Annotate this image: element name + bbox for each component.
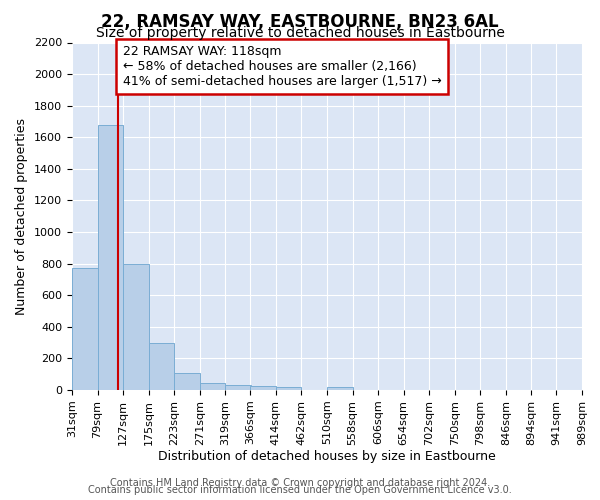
Bar xyxy=(98,124,123,390)
Bar xyxy=(72,268,98,390)
Bar xyxy=(250,386,276,390)
Bar xyxy=(327,387,353,390)
Text: 22, RAMSAY WAY, EASTBOURNE, BN23 6AL: 22, RAMSAY WAY, EASTBOURNE, BN23 6AL xyxy=(101,12,499,30)
Text: Size of property relative to detached houses in Eastbourne: Size of property relative to detached ho… xyxy=(95,26,505,40)
X-axis label: Distribution of detached houses by size in Eastbourne: Distribution of detached houses by size … xyxy=(158,450,496,464)
Text: Contains HM Land Registry data © Crown copyright and database right 2024.: Contains HM Land Registry data © Crown c… xyxy=(110,478,490,488)
Bar xyxy=(226,385,251,390)
Bar xyxy=(123,264,149,390)
Bar xyxy=(276,386,301,390)
Text: 22 RAMSAY WAY: 118sqm
← 58% of detached houses are smaller (2,166)
41% of semi-d: 22 RAMSAY WAY: 118sqm ← 58% of detached … xyxy=(122,45,442,88)
Y-axis label: Number of detached properties: Number of detached properties xyxy=(16,118,28,315)
Text: Contains public sector information licensed under the Open Government Licence v3: Contains public sector information licen… xyxy=(88,485,512,495)
Bar xyxy=(149,342,174,390)
Bar xyxy=(200,383,226,390)
Bar xyxy=(174,372,200,390)
